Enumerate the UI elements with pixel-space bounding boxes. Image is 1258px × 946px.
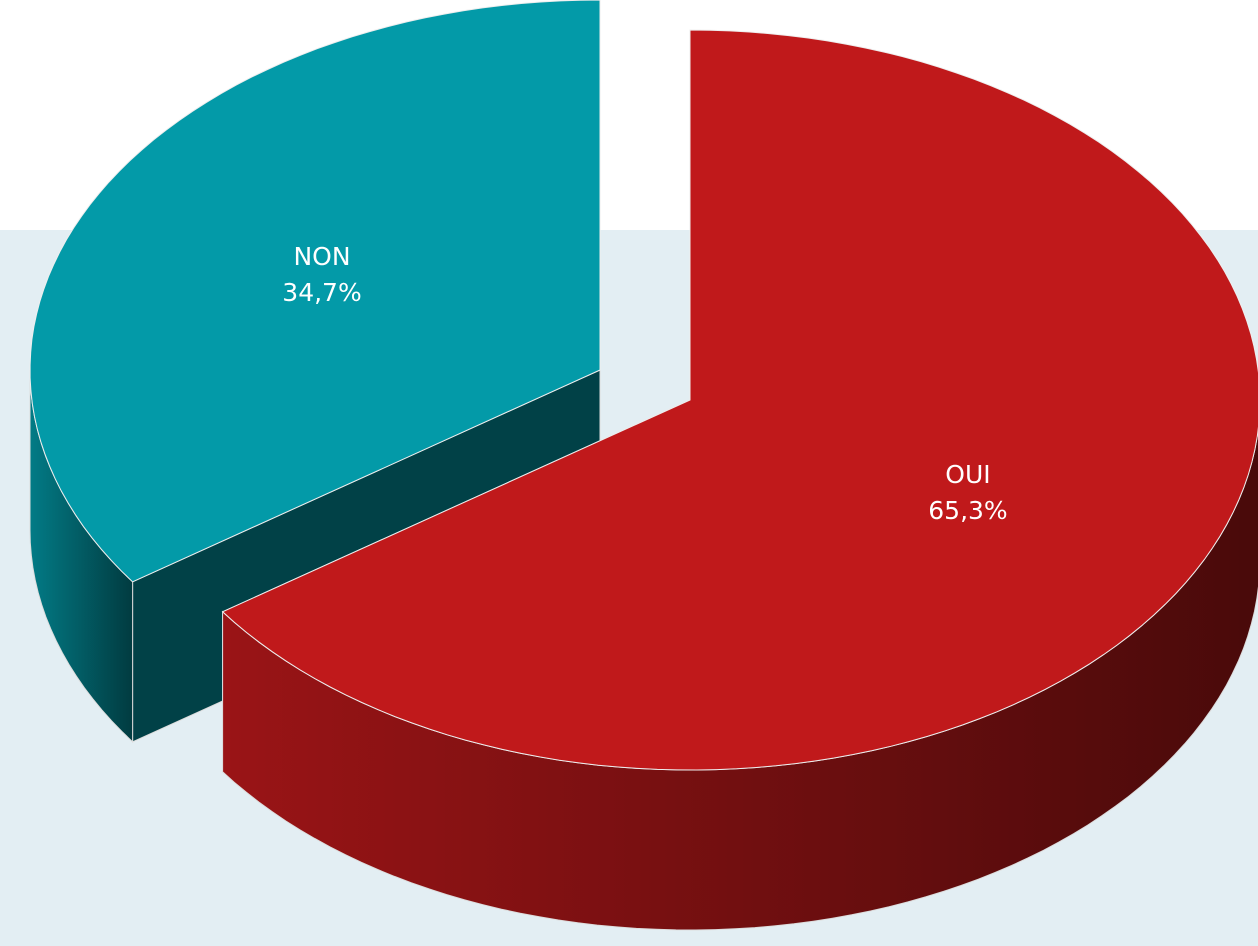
slice: OUI 65,3% <box>221 29 1258 931</box>
slice-label: NON <box>293 242 350 271</box>
slice-value-label: 34,7% <box>282 278 361 307</box>
slice-label: OUI <box>945 460 990 489</box>
slice-top <box>29 0 601 583</box>
slice-value-label: 65,3% <box>928 496 1007 525</box>
slice-top <box>221 29 1258 771</box>
